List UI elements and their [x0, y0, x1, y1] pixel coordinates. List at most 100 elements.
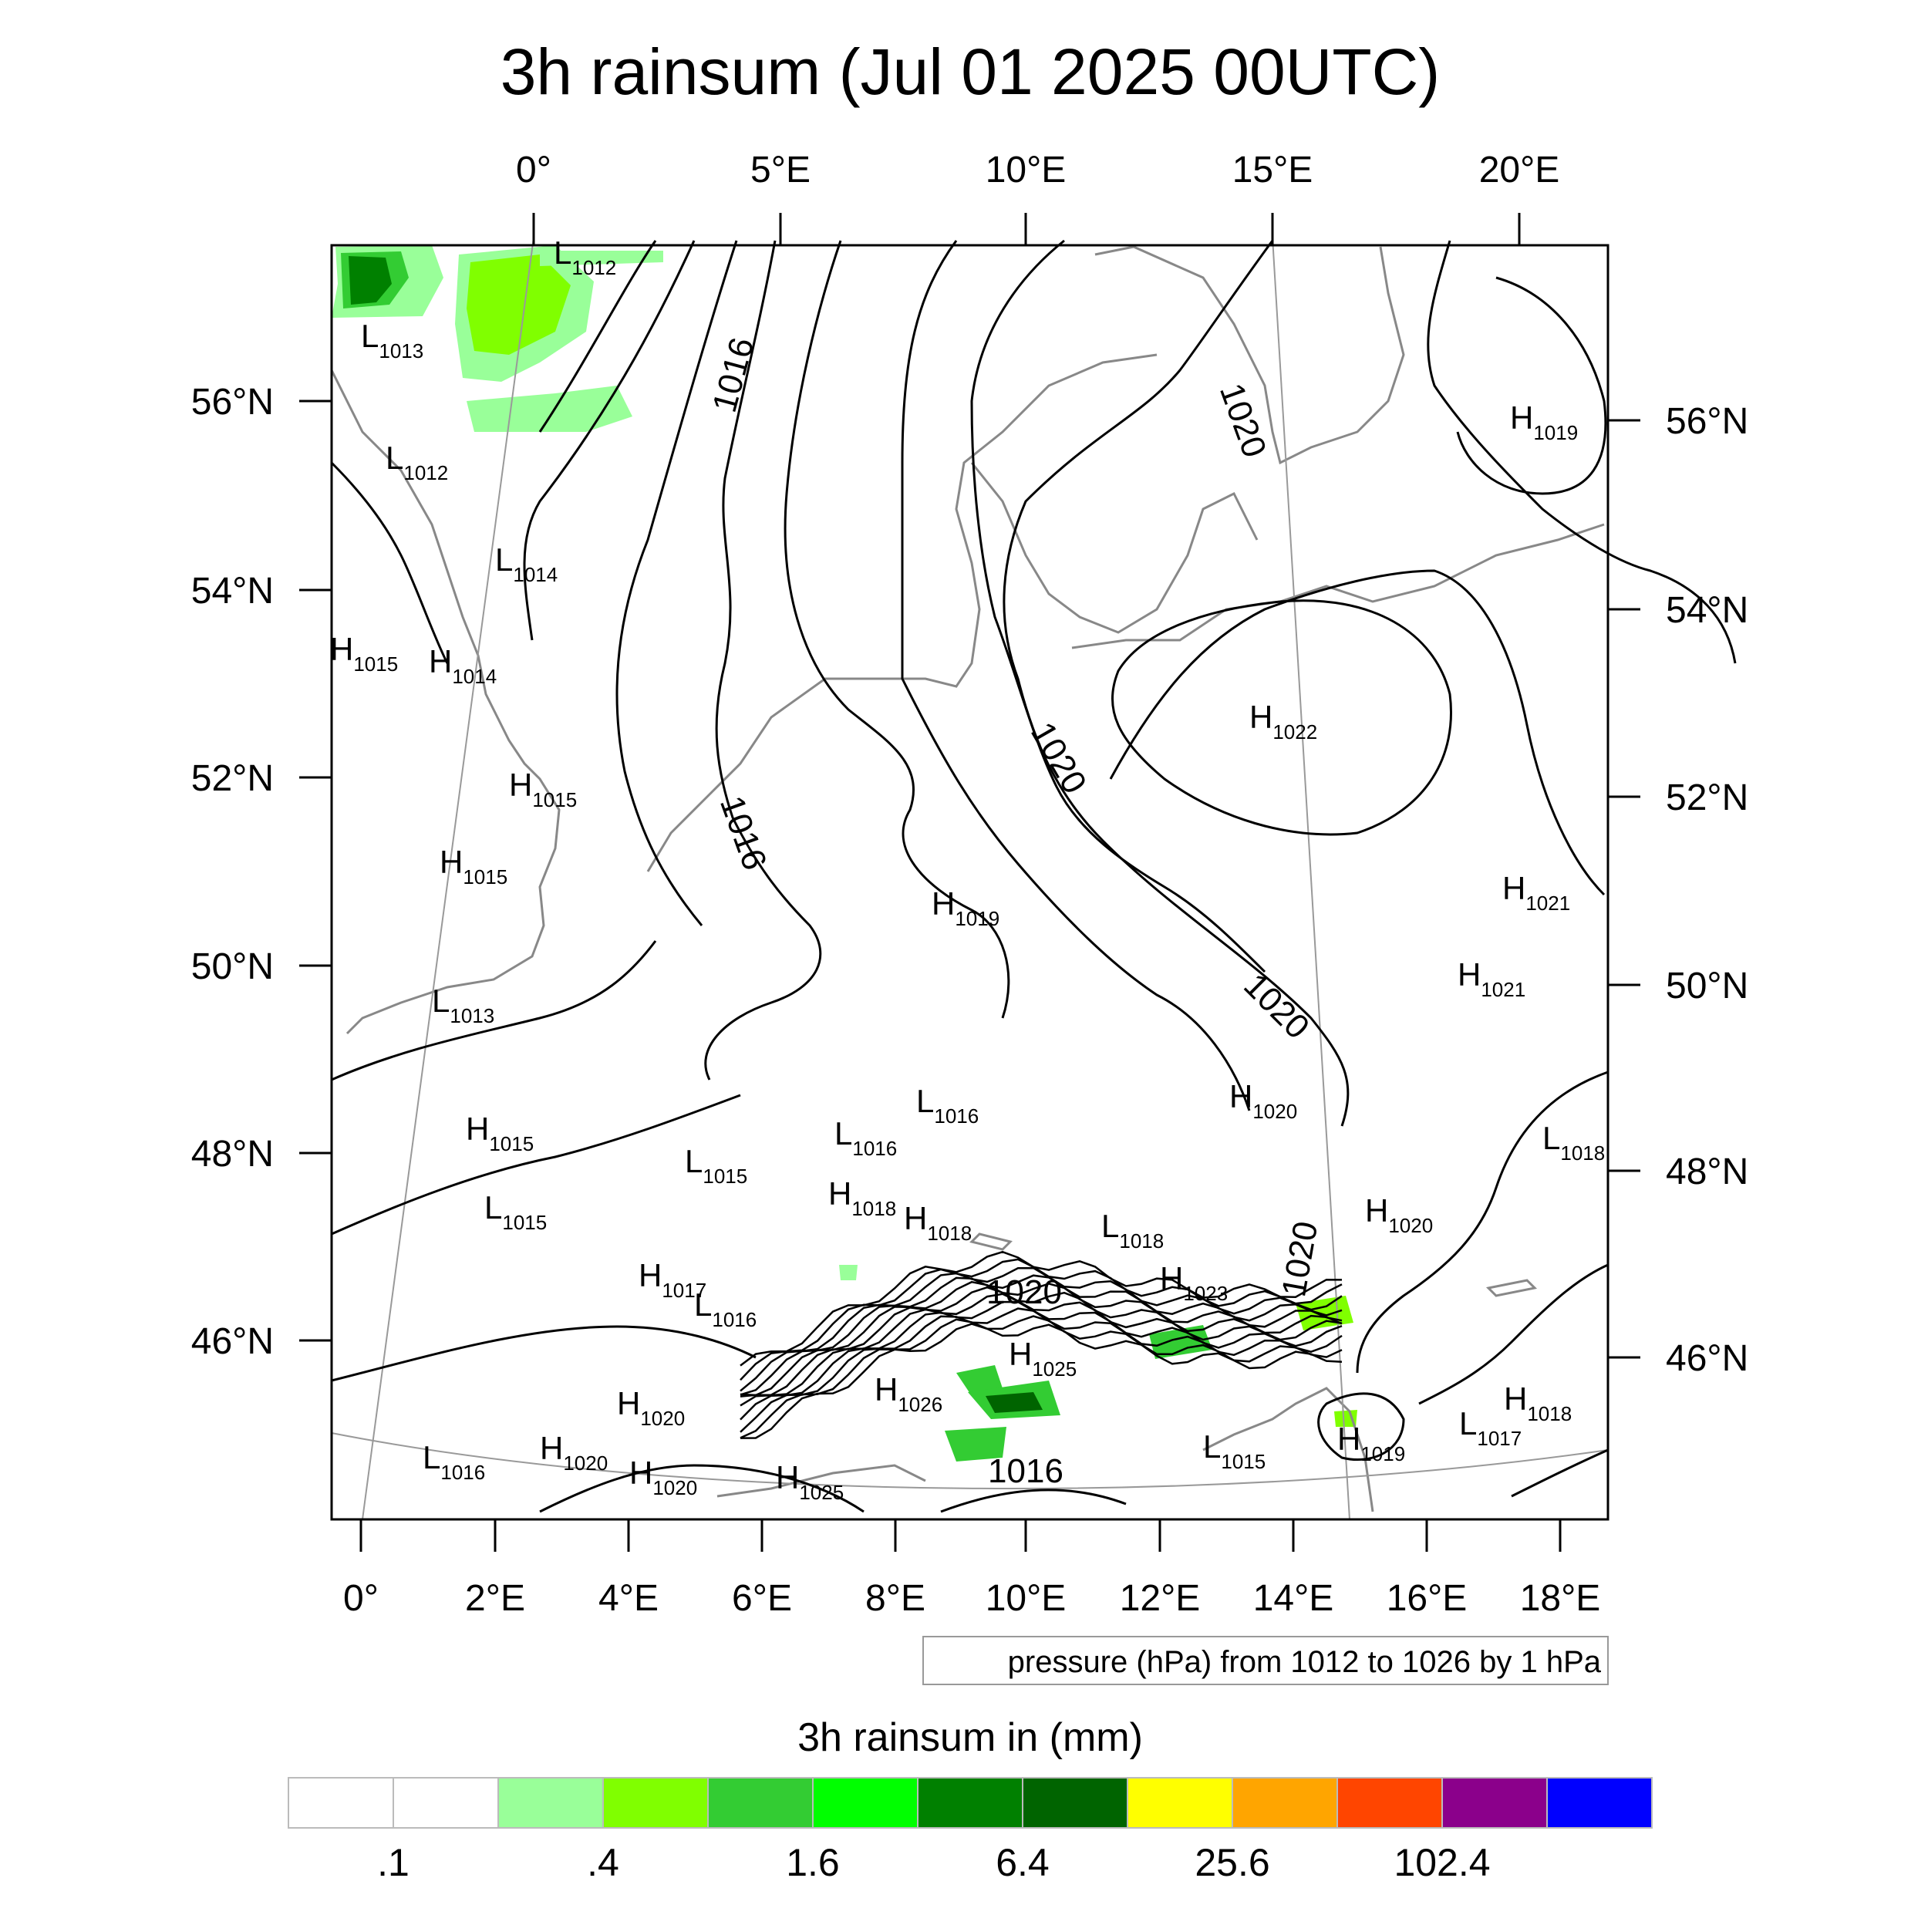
- top-lon-15e: 15°E: [1232, 150, 1313, 191]
- rain-area-northsea-central-core: [467, 255, 571, 355]
- isobar-east-south: [1356, 1071, 1609, 1374]
- pressure-center-high-36: H1021: [1502, 870, 1570, 915]
- pressure-center-high-19: H1026: [875, 1371, 942, 1416]
- coastline-britain: [330, 369, 561, 1035]
- colorbar-swatch-11: [1441, 1777, 1548, 1829]
- pressure-center-value: 1018: [927, 1222, 972, 1245]
- pressure-center-value: 1020: [1388, 1214, 1433, 1237]
- rain-area-northsea-strip: [540, 251, 663, 266]
- pressure-center-value: 1016: [852, 1137, 897, 1160]
- pressure-note-box: [922, 1636, 1609, 1685]
- colorbar-title: 3h rainsum in (mm): [797, 1715, 1143, 1760]
- right-lat-56n: 56°N: [1666, 401, 1748, 442]
- pressure-center-value: 1015: [532, 788, 577, 811]
- top-lon-5e: 5°E: [750, 150, 811, 191]
- bottom-lon-10e: 10°E: [986, 1578, 1067, 1619]
- pressure-center-high-25: H1019: [932, 885, 999, 930]
- pressure-center-value: 1020: [1252, 1100, 1297, 1123]
- pressure-center-value: 1020: [563, 1452, 608, 1475]
- pressure-center-high-33: H1018: [1504, 1381, 1572, 1425]
- pressure-center-value: 1026: [898, 1393, 942, 1416]
- rain-area-northsea-west-heavy: [349, 256, 392, 305]
- colorbar-label-4: 25.6: [1195, 1841, 1269, 1884]
- colorbar-swatch-1: [393, 1777, 499, 1829]
- top-lon-0: 0°: [516, 150, 551, 191]
- coastline-great-lakes: [969, 1232, 1013, 1251]
- pressure-center-value: 1015: [353, 652, 398, 676]
- isobar-label-1016-south: 1016: [988, 1452, 1063, 1490]
- isobar-1019-swe: [1456, 276, 1607, 495]
- pressure-center-value: 1014: [513, 563, 558, 586]
- tick-marks: [299, 213, 1640, 1552]
- pressure-center-high-7: H1015: [440, 844, 507, 888]
- alpine-isobar-cluster: [740, 1250, 1343, 1439]
- isobar-label-1020-germany: 1020: [1023, 716, 1094, 800]
- pressure-center-value: 1021: [1481, 978, 1525, 1001]
- coastline-sweden: [1094, 245, 1405, 465]
- isobar-label-1020-czech: 1020: [1236, 966, 1316, 1047]
- pressure-center-value: 1018: [851, 1197, 896, 1220]
- bottom-lon-16e: 16°E: [1387, 1578, 1468, 1619]
- pressure-center-high-34: H1022: [1249, 699, 1317, 743]
- pressure-center-value: 1013: [450, 1004, 494, 1027]
- isobar-label-1016-netherlands: 1016: [713, 791, 774, 875]
- pressure-center-high-16: H1020: [629, 1455, 697, 1499]
- bottom-lon-8e: 8°E: [865, 1578, 925, 1619]
- colorbar-label-3: 6.4: [996, 1841, 1050, 1884]
- pressure-center-value: 1012: [403, 461, 448, 484]
- pressure-center-value: 1022: [1272, 720, 1317, 743]
- colorbar-label-2: 1.6: [786, 1841, 840, 1884]
- colorbar-swatch-0: [288, 1777, 394, 1829]
- alpine-isobar-1: [740, 1315, 1343, 1439]
- colorbar-swatch-7: [1022, 1777, 1128, 1829]
- pressure-center-value: 1019: [955, 907, 999, 930]
- right-lat-48n: 48°N: [1666, 1151, 1748, 1192]
- alpine-isobar-10: [740, 1250, 1343, 1367]
- isobar-south-3: [940, 1489, 1127, 1513]
- alpine-isobar-3: [740, 1300, 1343, 1421]
- pressure-center-high-4: H1015: [330, 631, 398, 676]
- pressure-center-low-21: L1016: [916, 1083, 979, 1128]
- alpine-isobar-9: [740, 1258, 1343, 1381]
- pressure-center-value: 1020: [640, 1407, 685, 1430]
- isobar-west-2: [331, 940, 657, 1081]
- pressure-center-value: 1014: [452, 665, 497, 688]
- bottom-lon-0: 0°: [343, 1578, 379, 1619]
- pressure-note-text: pressure (hPa) from 1012 to 1026 by 1 hP…: [1008, 1645, 1602, 1679]
- isobar-pl-loop: [1317, 1392, 1405, 1462]
- left-lat-52n: 52°N: [191, 758, 274, 799]
- alpine-isobar-6: [740, 1280, 1343, 1397]
- top-longitude-labels: 0° 5°E 10°E 15°E 20°E: [516, 150, 1559, 191]
- isobar-1022-loop: [1111, 599, 1452, 836]
- colorbar-swatch-5: [812, 1777, 918, 1829]
- colorbar-label-1: .4: [587, 1841, 619, 1884]
- pressure-center-low-38: L1018: [1542, 1120, 1605, 1165]
- pressure-center-low-22: L1016: [834, 1115, 897, 1160]
- pressure-center-value: 1018: [1527, 1402, 1572, 1425]
- pressure-center-low-13: L1016: [694, 1286, 757, 1331]
- rain-area-alps-5: [1149, 1325, 1212, 1359]
- right-lat-54n: 54°N: [1666, 590, 1748, 631]
- pressure-center-value: 1016: [934, 1104, 979, 1128]
- isobar-1015: [615, 240, 738, 926]
- isobar-1018: [901, 240, 1251, 1111]
- right-lat-46n: 46°N: [1666, 1338, 1748, 1379]
- bottom-lon-6e: 6°E: [732, 1578, 792, 1619]
- right-latitude-labels: 56°N 54°N 52°N 50°N 48°N 46°N: [1666, 401, 1748, 1379]
- isobar-label-1020-austria: 1020: [1275, 1219, 1325, 1300]
- pressure-center-low-1: L1013: [361, 318, 423, 362]
- pressure-center-value: 1012: [571, 256, 616, 279]
- rain-area-alps-1: [956, 1365, 1003, 1396]
- meridian-0: [362, 237, 534, 1520]
- pressure-center-high-24: H1018: [904, 1200, 972, 1245]
- coastline-mediterranean: [716, 1464, 926, 1498]
- pressure-center-value: 1019: [1360, 1442, 1405, 1465]
- right-lat-50n: 50°N: [1666, 966, 1748, 1006]
- pressure-center-value: 1015: [1221, 1450, 1266, 1473]
- pressure-center-high-29: H1020: [1365, 1192, 1433, 1237]
- left-lat-48n: 48°N: [191, 1134, 274, 1175]
- isobars: [330, 239, 1737, 1513]
- pressure-center-value: 1025: [799, 1481, 844, 1504]
- pressure-center-value: 1015: [489, 1132, 534, 1155]
